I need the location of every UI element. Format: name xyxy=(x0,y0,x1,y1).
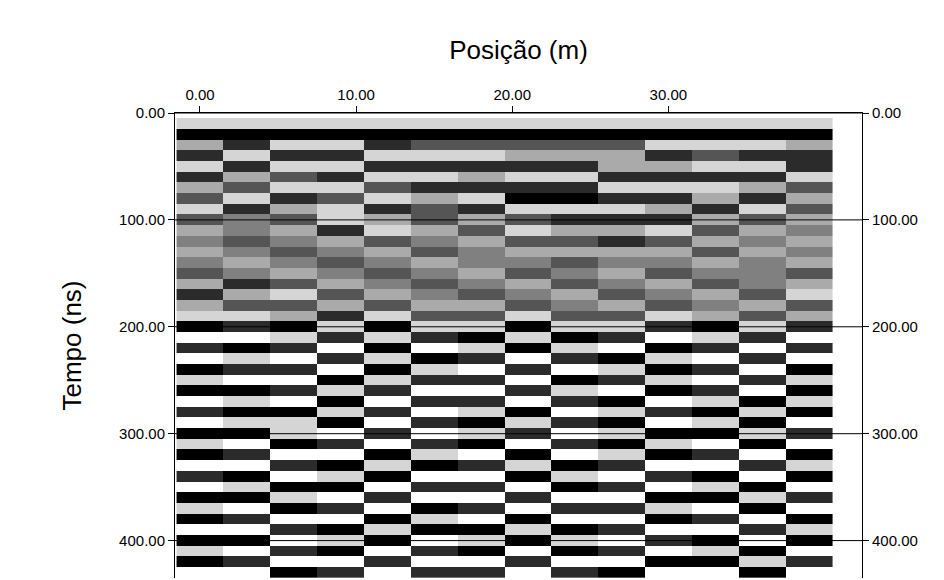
svg-text:20.00: 20.00 xyxy=(493,86,531,103)
svg-text:0.00: 0.00 xyxy=(185,86,214,103)
svg-text:300.00: 300.00 xyxy=(119,425,165,442)
svg-text:30.00: 30.00 xyxy=(650,86,688,103)
svg-text:400.00: 400.00 xyxy=(872,532,918,549)
svg-text:100.00: 100.00 xyxy=(119,211,165,228)
svg-text:0.00: 0.00 xyxy=(872,104,901,121)
svg-text:Posição (m): Posição (m) xyxy=(449,35,588,65)
svg-text:10.00: 10.00 xyxy=(337,86,375,103)
svg-text:400.00: 400.00 xyxy=(119,532,165,549)
svg-text:100.00: 100.00 xyxy=(872,211,918,228)
svg-text:Tempo (ns): Tempo (ns) xyxy=(57,280,87,410)
svg-text:300.00: 300.00 xyxy=(872,425,918,442)
svg-text:200.00: 200.00 xyxy=(119,318,165,335)
svg-text:0.00: 0.00 xyxy=(136,104,165,121)
svg-text:200.00: 200.00 xyxy=(872,318,918,335)
